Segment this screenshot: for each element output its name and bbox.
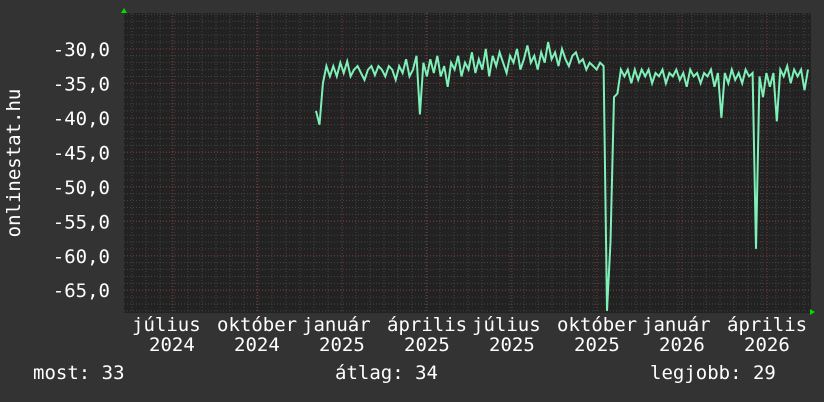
x-tick-year: 2026 (744, 334, 790, 356)
legend-current: most: 33 (33, 362, 125, 384)
legend-best: legjobb: 29 (650, 362, 776, 384)
x-tick-month: január (642, 314, 711, 336)
x-axis-arrow-icon (810, 309, 815, 315)
x-tick-year: 2025 (319, 334, 365, 356)
x-tick-year: 2024 (149, 334, 195, 356)
y-tick-label: -35,0 (53, 73, 110, 95)
x-tick-month: január (302, 314, 371, 336)
x-tick-year: 2025 (489, 334, 535, 356)
y-tick-label: -65,0 (53, 280, 110, 302)
x-tick-month: április (387, 314, 467, 336)
x-tick-year: 2025 (404, 334, 450, 356)
x-tick-month: október (217, 314, 297, 336)
x-tick-month: október (557, 314, 637, 336)
legend-average: átlag: 34 (335, 362, 438, 384)
x-tick-year: 2024 (234, 334, 280, 356)
y-axis-arrow-icon (121, 8, 127, 13)
grid (124, 13, 811, 313)
x-tick-year: 2025 (574, 334, 620, 356)
y-axis-label: onlinestat.hu (3, 89, 25, 238)
y-tick-label: -50,0 (53, 177, 110, 199)
y-tick-label: -30,0 (53, 39, 110, 61)
x-tick-month: július (132, 314, 201, 336)
x-axis: július2024október2024január2025április20… (132, 314, 807, 356)
x-tick-year: 2026 (659, 334, 705, 356)
y-tick-label: -40,0 (53, 108, 110, 130)
series-line (315, 41, 809, 311)
y-tick-label: -45,0 (53, 142, 110, 164)
x-tick-month: július (472, 314, 541, 336)
y-tick-label: -55,0 (53, 211, 110, 233)
y-axis: -30,0 -35,0 -40,0 -45,0 -50,0 -55,0 -60,0 -65,0 (53, 39, 110, 302)
y-tick-label: -60,0 (53, 246, 110, 268)
x-tick-month: április (727, 314, 807, 336)
